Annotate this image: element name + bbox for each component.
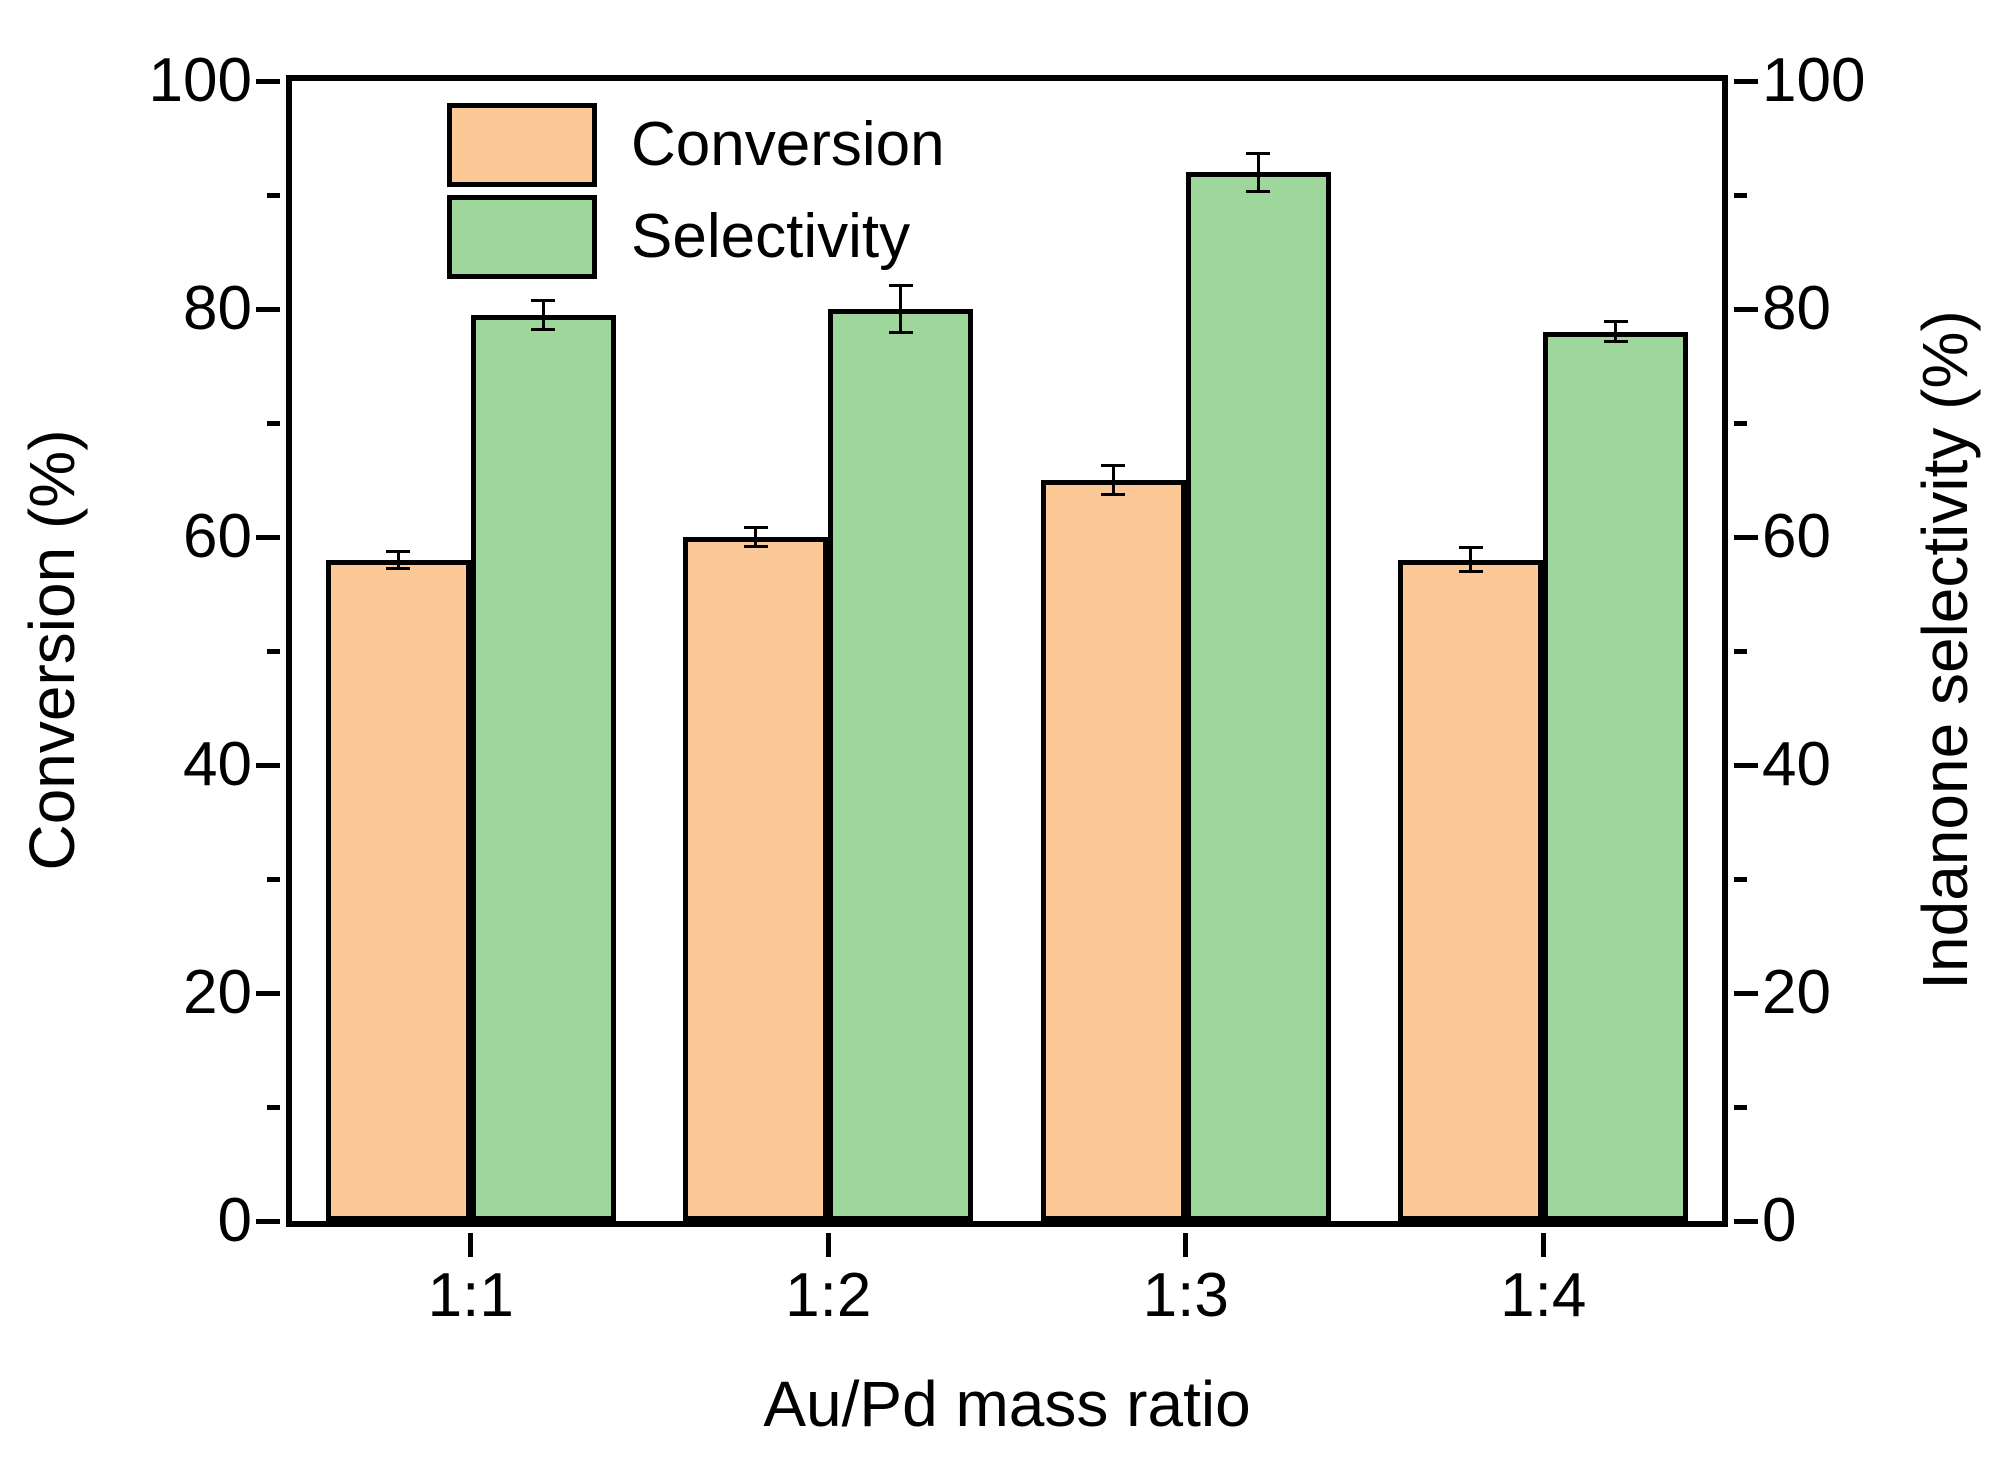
y-major-tick-left-40 [256, 762, 280, 768]
y-tick-label-left-60: 60 [183, 502, 252, 571]
bar-conversion-1:1 [325, 559, 471, 1221]
y-tick-label-left-100: 100 [148, 46, 252, 115]
errorbar-stem [899, 286, 903, 332]
y-major-tick-left-60 [256, 534, 280, 540]
errorbar-conversion-1:1 [386, 549, 411, 571]
errorbar-conversion-1:4 [1458, 546, 1483, 574]
x-axis-title: Au/Pd mass ratio [763, 1368, 1251, 1440]
errorbar-conversion-1:2 [743, 525, 768, 549]
y-minor-tick-right-70 [1734, 420, 1747, 426]
errorbar-selectivity-1:3 [1246, 151, 1271, 193]
bar-selectivity-1:2 [828, 309, 974, 1221]
x-tick-label-1:1: 1:1 [427, 1261, 514, 1330]
x-tick-1:3 [1183, 1233, 1189, 1257]
y-major-tick-right-40 [1734, 762, 1758, 768]
left-axis-title: Conversion (%) [16, 429, 88, 871]
bar-conversion-1:4 [1398, 559, 1544, 1221]
errorbar-selectivity-1:2 [888, 283, 913, 335]
legend-swatch-conversion [447, 103, 597, 187]
y-minor-tick-left-30 [267, 876, 280, 882]
legend: Conversion Selectivity [447, 103, 945, 279]
y-minor-tick-right-90 [1734, 192, 1747, 198]
y-major-tick-right-100 [1734, 78, 1758, 84]
y-minor-tick-left-50 [267, 648, 280, 654]
x-tick-label-1:2: 1:2 [785, 1261, 872, 1330]
y-tick-label-left-0: 0 [217, 1186, 252, 1255]
y-tick-label-right-20: 20 [1762, 958, 1831, 1027]
legend-swatch-selectivity [447, 195, 597, 279]
legend-label-conversion: Conversion [631, 110, 945, 179]
x-tick-1:2 [825, 1233, 831, 1257]
y-minor-tick-right-50 [1734, 648, 1747, 654]
right-axis-title: Indanone selectivity (%) [1909, 310, 1981, 990]
bar-conversion-1:3 [1040, 480, 1186, 1221]
y-minor-tick-left-90 [267, 192, 280, 198]
bar-selectivity-1:1 [470, 314, 616, 1221]
x-tick-1:1 [468, 1233, 474, 1257]
y-tick-label-right-80: 80 [1762, 274, 1831, 343]
y-major-tick-left-80 [256, 306, 280, 312]
x-tick-label-1:4: 1:4 [1500, 1261, 1587, 1330]
errorbar-conversion-1:3 [1101, 464, 1126, 496]
y-major-tick-left-20 [256, 990, 280, 996]
y-tick-label-left-40: 40 [183, 730, 252, 799]
errorbar-stem [754, 528, 758, 546]
y-major-tick-right-60 [1734, 534, 1758, 540]
x-tick-1:4 [1540, 1233, 1546, 1257]
errorbar-stem [541, 301, 545, 328]
y-major-tick-right-0 [1734, 1218, 1758, 1224]
errorbar-stem [1111, 467, 1115, 493]
errorbar-stem [1614, 323, 1618, 341]
y-tick-label-left-20: 20 [183, 958, 252, 1027]
y-tick-label-right-100: 100 [1762, 46, 1866, 115]
errorbar-stem [1469, 549, 1473, 571]
y-minor-tick-right-10 [1734, 1104, 1747, 1110]
legend-label-selectivity: Selectivity [631, 202, 911, 271]
y-minor-tick-right-30 [1734, 876, 1747, 882]
plot-area: Conversion Selectivity 1:1 1:2 1:3 1:4 0 0 20 20… [149, 50, 1866, 1327]
y-tick-label-right-40: 40 [1762, 730, 1831, 799]
y-tick-label-right-60: 60 [1762, 502, 1831, 571]
y-tick-label-left-80: 80 [183, 274, 252, 343]
y-major-tick-left-100 [256, 78, 280, 84]
errorbar-stem [396, 552, 400, 568]
legend-row-conversion: Conversion [447, 103, 945, 187]
bar-selectivity-1:4 [1543, 331, 1689, 1221]
bar-conversion-1:2 [683, 537, 829, 1221]
x-tick-label-1:3: 1:3 [1142, 1261, 1229, 1330]
y-minor-tick-left-70 [267, 420, 280, 426]
legend-row-selectivity: Selectivity [447, 195, 945, 279]
errorbar-selectivity-1:4 [1603, 320, 1628, 344]
y-tick-label-right-0: 0 [1762, 1186, 1797, 1255]
y-major-tick-right-20 [1734, 990, 1758, 996]
y-major-tick-left-0 [256, 1218, 280, 1224]
bar-selectivity-1:3 [1185, 172, 1331, 1221]
y-minor-tick-left-10 [267, 1104, 280, 1110]
errorbar-selectivity-1:1 [531, 298, 556, 331]
y-major-tick-right-80 [1734, 306, 1758, 312]
errorbar-stem [1256, 154, 1260, 190]
